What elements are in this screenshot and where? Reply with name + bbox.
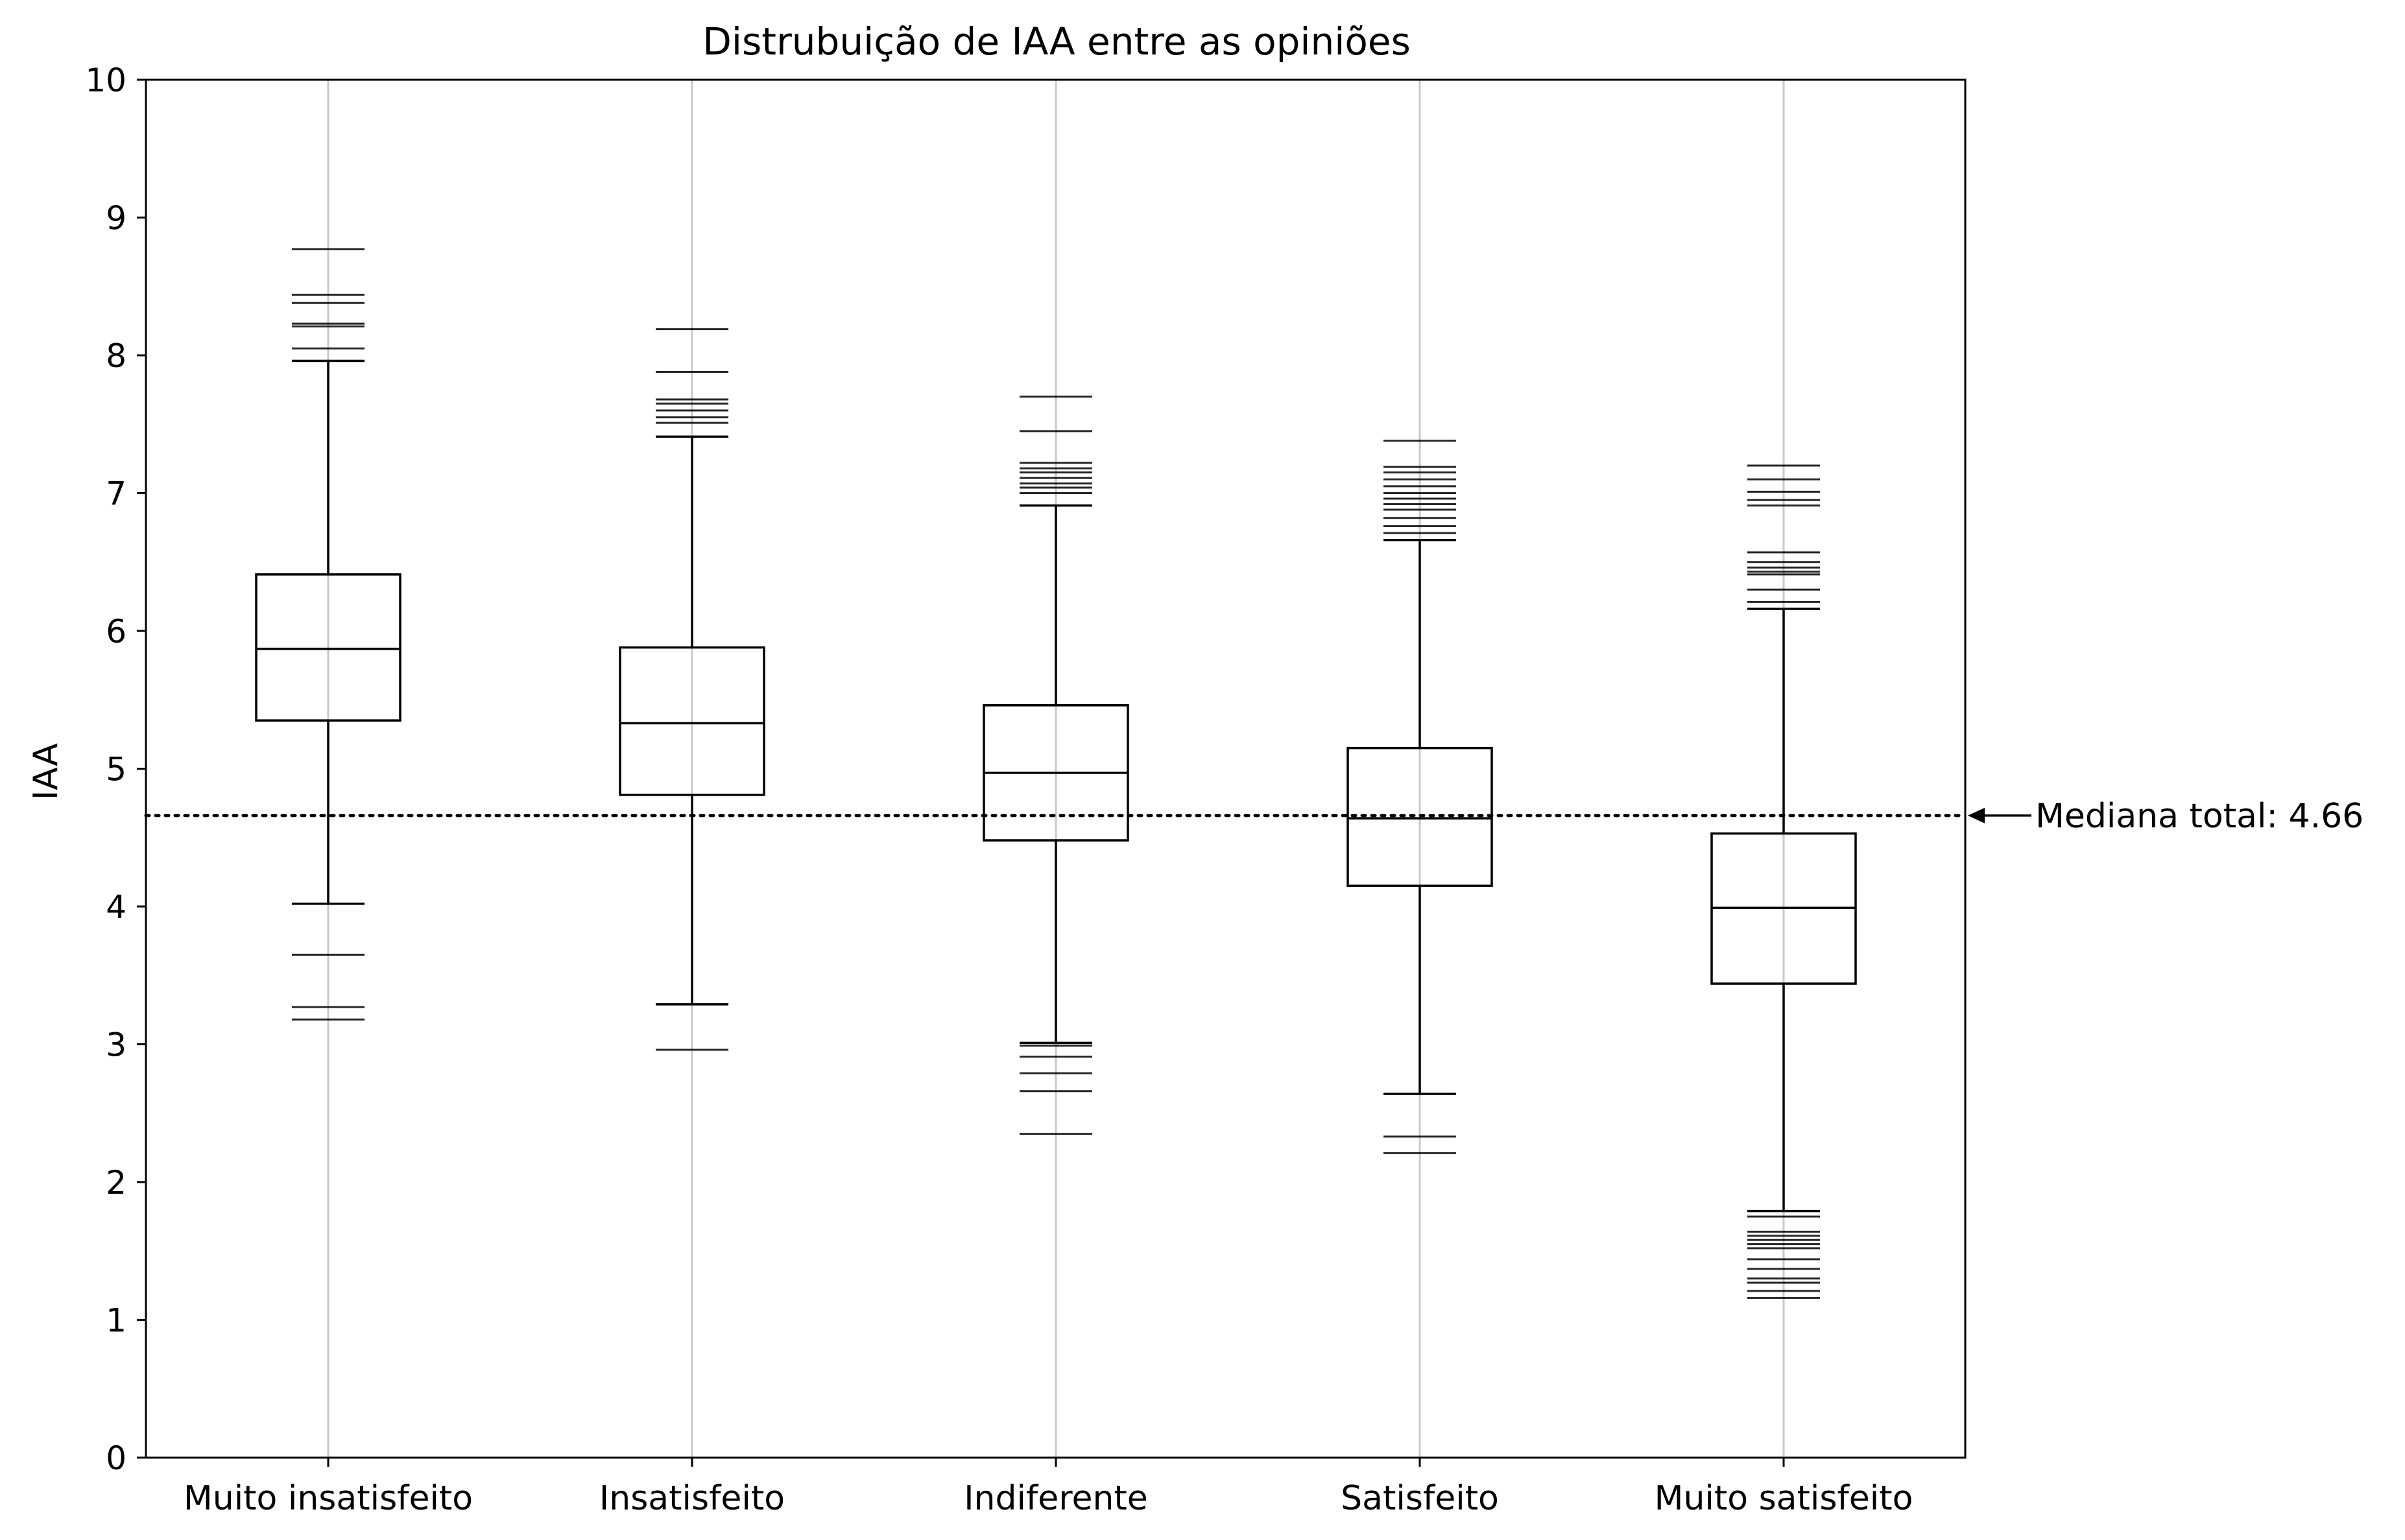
x-tick-label: Muito insatisfeito [184,1479,473,1518]
y-tick-label: 4 [106,888,126,926]
y-tick-label: 8 [106,337,126,375]
y-tick-label: 6 [106,613,126,650]
y-tick-label: 9 [106,200,126,237]
grid-lines [327,80,1785,1458]
box-4 [1346,539,1493,1095]
y-tick-label: 3 [106,1026,126,1064]
boxes-group [255,359,1857,1213]
axes-group: 0 1 2 3 4 5 6 7 8 9 10 Muito insatisfeito Insatisfei… [85,62,1913,1518]
y-tick-label: 0 [106,1439,126,1477]
annotation-arrow-head [1968,807,1985,823]
x-tick-label: Satisfeito [1341,1479,1499,1518]
y-tick-label: 7 [106,475,126,513]
iqr-box [1346,746,1493,887]
y-tick-label: 1 [106,1302,126,1340]
y-tick-label: 2 [106,1164,126,1202]
box-3 [983,504,1129,1045]
box-1 [255,359,401,905]
box-2 [619,435,765,1006]
x-tick-label: Indiferente [964,1479,1148,1518]
y-tick-label: 5 [106,751,126,788]
box-5 [1710,608,1857,1213]
iqr-box [619,646,765,796]
chart-title: Distrubuição de IAA entre as opiniões [702,19,1411,64]
iqr-box [255,573,401,722]
outliers-group [292,248,1820,1299]
y-tick-label: 10 [85,62,126,99]
reference-annotation: Mediana total: 4.66 [2035,797,2363,836]
x-tick-label: Insatisfeito [599,1479,785,1518]
y-axis-label: IAA [27,743,66,800]
x-tick-label: Muito satisfeito [1655,1479,1913,1518]
annotation-group: Mediana total: 4.66 [1968,797,2363,836]
